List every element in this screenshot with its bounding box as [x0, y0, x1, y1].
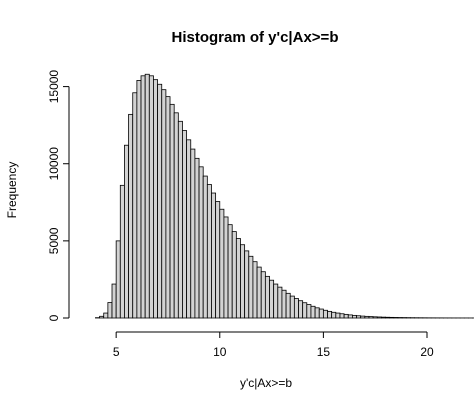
- chart-title: Histogram of y'c|Ax>=b: [172, 29, 339, 46]
- histogram-bar: [311, 306, 315, 318]
- histogram-bar: [178, 121, 182, 318]
- histogram-bar: [116, 241, 120, 318]
- histogram-bar: [129, 114, 133, 318]
- histogram-bar: [199, 167, 203, 318]
- histogram-bar: [261, 272, 265, 318]
- histogram-bar: [236, 239, 240, 318]
- histogram-bar: [158, 84, 162, 318]
- histogram-bar: [282, 290, 286, 318]
- x-tick-label: 5: [113, 345, 120, 359]
- histogram-bar: [381, 317, 385, 318]
- histogram-bar: [112, 284, 116, 318]
- histogram-bar: [120, 185, 124, 318]
- histogram-bar: [336, 313, 340, 318]
- histogram-bar: [228, 225, 232, 318]
- histogram-bar: [319, 309, 323, 318]
- histogram-bar: [249, 256, 253, 318]
- histogram-bar: [377, 317, 381, 318]
- histogram-bar: [153, 80, 157, 318]
- histogram-bar: [373, 317, 377, 318]
- y-tick-label: 10000: [47, 147, 61, 181]
- histogram-bar: [294, 299, 298, 318]
- histogram-bar: [108, 303, 112, 318]
- histogram-bar: [286, 293, 290, 318]
- histogram-bar: [145, 74, 149, 318]
- histogram-bar: [323, 310, 327, 318]
- histogram-bar: [162, 90, 166, 318]
- histogram-bar: [344, 314, 348, 318]
- histogram-bar: [220, 209, 224, 318]
- histogram-bar: [124, 145, 128, 318]
- histogram-bar: [299, 301, 303, 318]
- histogram-bar: [104, 313, 108, 318]
- histogram-bar: [211, 193, 215, 318]
- y-tick-label: 0: [47, 314, 61, 321]
- histogram-bar: [141, 76, 145, 318]
- x-tick-label: 15: [317, 345, 331, 359]
- histogram-bar: [174, 113, 178, 318]
- y-tick-label: 15000: [47, 70, 61, 104]
- histogram-bar: [257, 267, 261, 318]
- histogram-bar: [348, 315, 352, 318]
- histogram-bar: [195, 158, 199, 318]
- histogram-bar: [240, 245, 244, 318]
- histogram-bar: [149, 76, 153, 318]
- histogram-bar: [386, 317, 390, 318]
- histogram-bar: [315, 308, 319, 318]
- histogram-bar: [340, 314, 344, 318]
- histogram-bar: [245, 251, 249, 318]
- histogram-bar: [365, 316, 369, 318]
- histogram-bar: [361, 316, 365, 318]
- histogram-bar: [332, 312, 336, 318]
- histogram-bar: [352, 315, 356, 318]
- y-axis: 0 5000 10000 15000: [47, 70, 69, 322]
- histogram-bar: [191, 149, 195, 318]
- histogram-bar: [307, 305, 311, 318]
- histogram-bar: [170, 104, 174, 318]
- histogram-bar: [369, 317, 373, 318]
- x-tick-label: 20: [420, 345, 434, 359]
- histogram-bar: [265, 276, 269, 318]
- histogram-bar: [187, 140, 191, 318]
- histogram-bar: [303, 303, 307, 318]
- histogram-bar: [253, 262, 257, 318]
- histogram-bar: [328, 311, 332, 318]
- y-tick-label: 5000: [47, 227, 61, 254]
- x-axis-label: y'c|Ax>=b: [240, 376, 292, 390]
- histogram-bar: [278, 287, 282, 318]
- histogram-bar: [166, 97, 170, 318]
- histogram-bar: [274, 284, 278, 318]
- histogram-bar: [100, 316, 104, 318]
- histogram-bar: [224, 217, 228, 318]
- histogram-bar: [216, 202, 220, 318]
- histogram-bar: [207, 185, 211, 318]
- histogram-bar: [232, 232, 236, 318]
- histogram-bar: [133, 93, 137, 318]
- histogram-bar: [203, 176, 207, 318]
- x-axis: 5 10 15 20: [113, 332, 434, 359]
- histogram-bar: [270, 280, 274, 318]
- histogram-bar: [394, 317, 398, 318]
- x-tick-label: 10: [213, 345, 227, 359]
- histogram-bars: [95, 74, 474, 318]
- histogram-bar: [290, 296, 294, 318]
- histogram-bar: [390, 317, 394, 318]
- y-axis-label: Frequency: [5, 162, 19, 219]
- histogram-bar: [137, 80, 141, 318]
- histogram-bar: [182, 131, 186, 318]
- histogram-bar: [357, 316, 361, 318]
